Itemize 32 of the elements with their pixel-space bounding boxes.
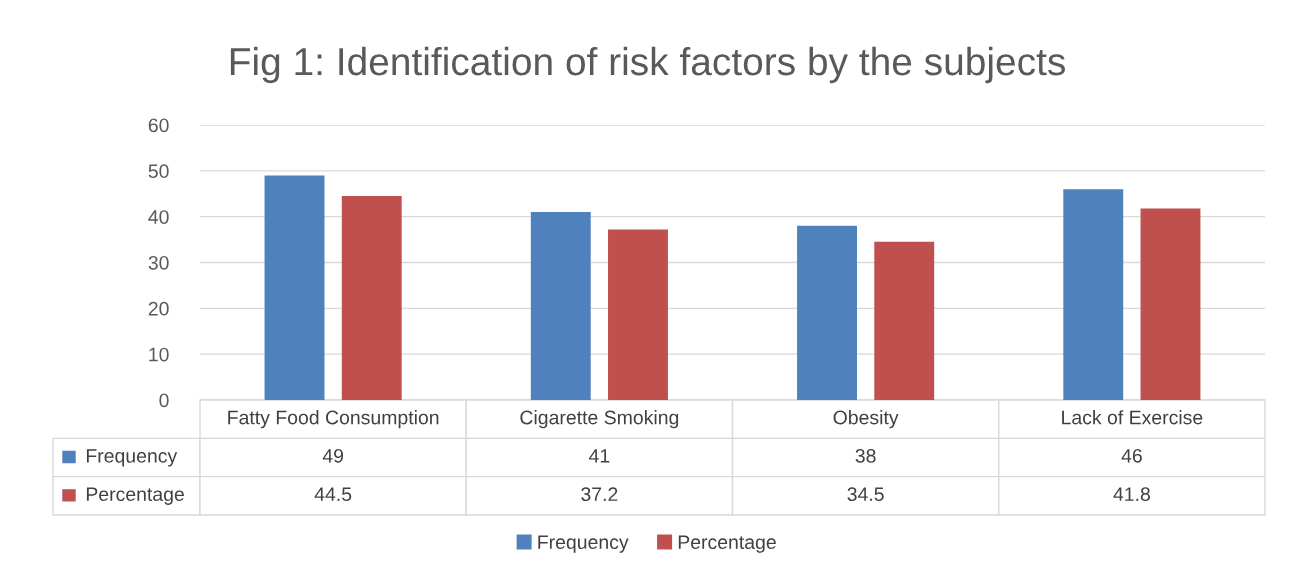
data-label: 38 — [855, 448, 876, 463]
bar — [1140, 208, 1201, 400]
bar — [608, 229, 668, 400]
data-label: 41 — [589, 449, 610, 463]
x-tick-label: Obesity — [833, 410, 899, 429]
x-tick-label: Cigarette Smoking — [520, 410, 679, 429]
y-tick-label: 0 — [159, 393, 169, 408]
data-label: 44.5 — [314, 487, 352, 502]
y-tick-label: 60 — [148, 118, 169, 133]
y-tick-label: 50 — [148, 164, 169, 179]
bar — [1063, 189, 1124, 400]
data-label: 34.5 — [847, 487, 884, 502]
data-label: 37.2 — [581, 487, 618, 502]
bar — [797, 225, 857, 400]
y-tick-label: 20 — [148, 301, 169, 316]
x-tick-label: Fatty Food Consumption — [228, 410, 439, 429]
y-tick-label: 40 — [148, 210, 169, 224]
y-tick-label: 30 — [148, 255, 169, 270]
chart-title: Fig 1: Identification of risk factors by the subjects — [230, 46, 1065, 84]
x-tick-label: Lack of Exercise — [1062, 410, 1203, 425]
bar — [341, 196, 402, 400]
data-label: 49 — [322, 448, 344, 463]
text: Frequency — [538, 535, 629, 553]
text: Percentage — [86, 487, 184, 505]
bar — [874, 241, 935, 400]
y-tick-label: 10 — [149, 347, 169, 362]
data-label: 46 — [1121, 448, 1142, 463]
data-label: 41.8 — [1113, 487, 1150, 502]
legend-label: Frequency — [86, 449, 178, 467]
legend-label: Percentage — [678, 535, 776, 553]
bar — [530, 212, 591, 400]
bar — [264, 175, 325, 400]
